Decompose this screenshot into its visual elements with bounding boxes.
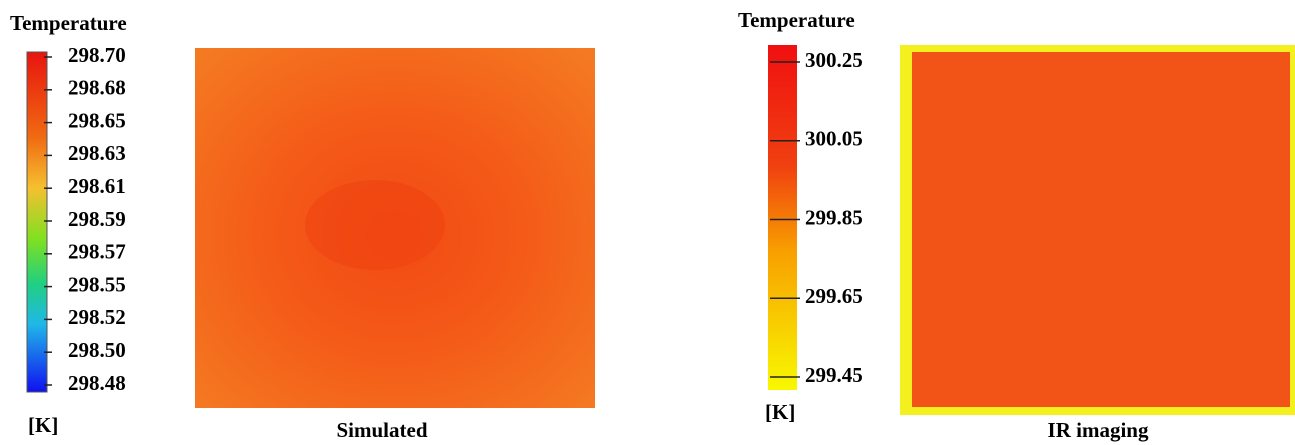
tick-label: 300.25 [805,48,863,72]
caption: Simulated [336,418,427,442]
tick-label: 299.85 [805,205,863,229]
tick-label: 298.57 [68,240,126,264]
tick-label: 299.45 [805,363,863,387]
colorbar [768,45,797,390]
tick-label: 298.48 [68,371,126,395]
tick-label: 298.68 [68,76,126,100]
tick-label: 298.65 [68,108,126,132]
unit: [K] [765,400,795,424]
tick-label: 298.63 [68,141,126,165]
colorbar-title: Temperature [10,11,127,35]
tick-label: 300.05 [805,127,863,151]
colorbar-title: Temperature [738,8,855,32]
hot-spot [305,180,445,270]
tick-label: 299.65 [805,284,863,308]
tick-label: 298.55 [68,272,126,296]
tick-label: 298.61 [68,174,126,198]
ir-map [912,52,1290,407]
tick-label: 298.50 [68,338,126,362]
tick-label: 298.59 [68,207,126,231]
tick-label: 298.70 [68,43,126,67]
figure: Temperature [K] Simulated Temperature [K… [0,0,1295,445]
tick-label: 298.52 [68,305,126,329]
caption: IR imaging [1048,418,1149,442]
colorbar [27,52,47,392]
unit: [K] [28,413,58,437]
